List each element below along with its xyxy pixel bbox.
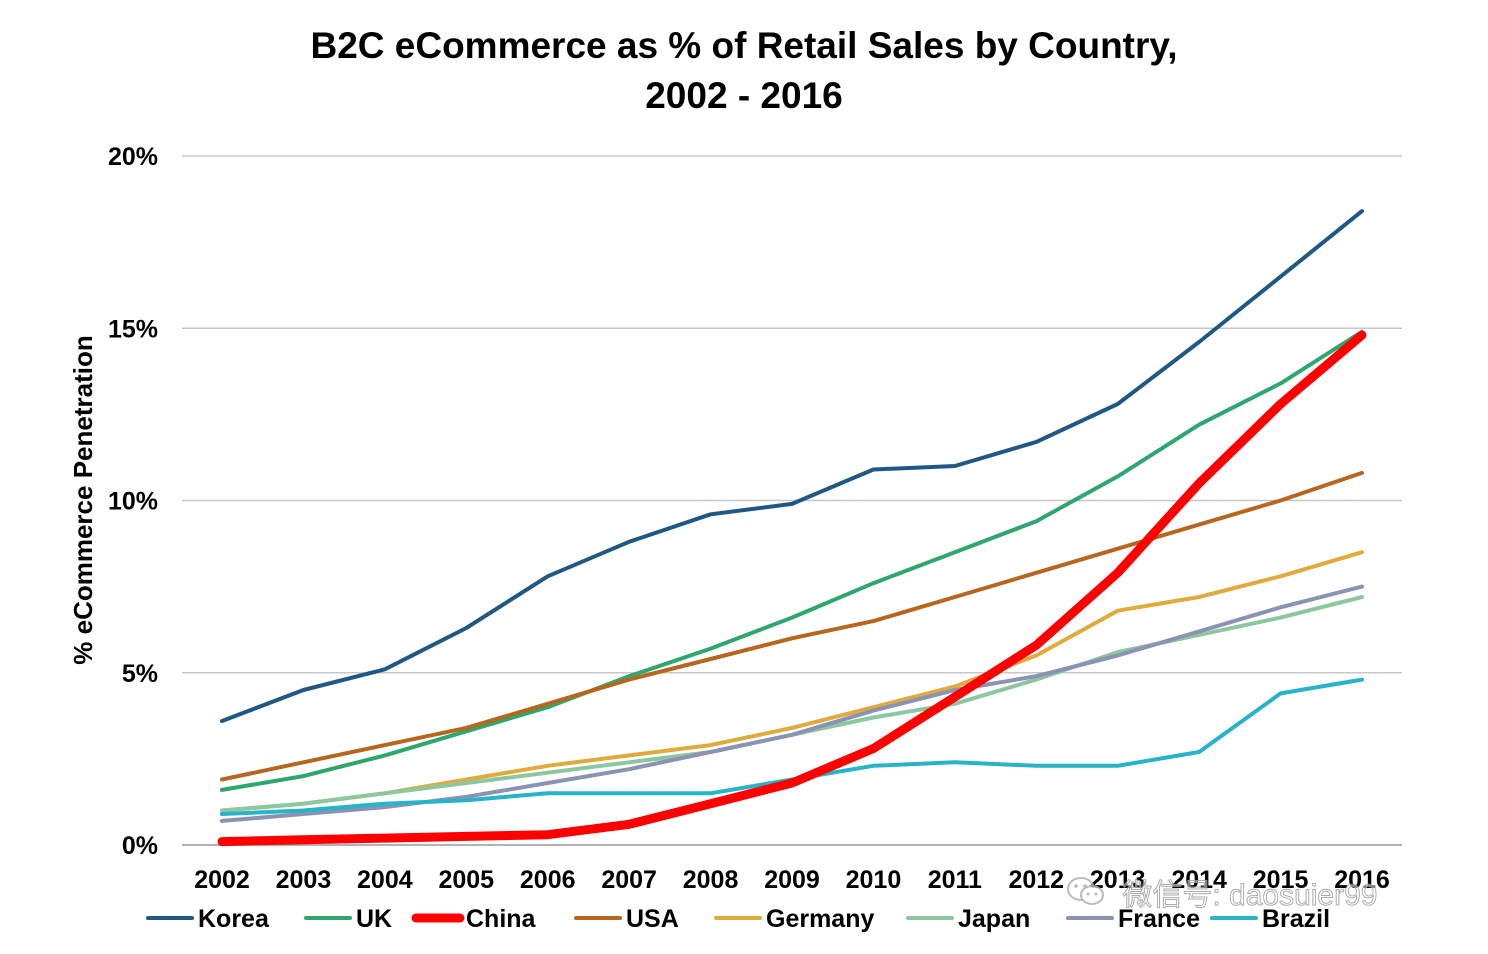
series-line-china [217, 330, 1367, 847]
x-tick-label: 2015 [1253, 866, 1309, 894]
watermark: 微信号: daosuier99 [1066, 870, 1466, 914]
series-line-uk [220, 329, 1364, 792]
x-tick-label: 2011 [928, 866, 982, 894]
legend-label-china: China [466, 905, 537, 933]
grid-layer [182, 155, 1402, 846]
series-line-germany [220, 550, 1364, 813]
y-tick-label: 0% [122, 832, 158, 860]
series-line-korea [220, 209, 1364, 723]
x-tick-label: 2006 [520, 866, 576, 894]
x-tick-label: 2008 [683, 866, 739, 894]
x-tick-label: 2010 [846, 866, 902, 894]
axis-layer: 0% 5% 10% 15% 20% 2002 2003 2004 2005 2006 2007 200… [108, 143, 1390, 894]
legend-label-korea: Korea [198, 905, 270, 933]
x-tick-label: 2003 [276, 866, 332, 894]
y-tick-label: 15% [108, 315, 158, 343]
chart-title-line-1: B2C eCommerce as % of Retail Sales by Co… [310, 25, 1178, 66]
wechat-icon [1066, 875, 1106, 909]
x-tick-label: 2012 [1008, 866, 1064, 894]
legend-label-germany: Germany [766, 905, 874, 933]
series-layer [217, 209, 1367, 847]
legend-label-usa: USA [626, 905, 679, 933]
legend-label-japan: Japan [958, 905, 1030, 933]
y-tick-label: 5% [122, 660, 158, 688]
legend-label-france: France [1118, 905, 1200, 933]
watermark-text: 微信号: daosuier99 [1122, 879, 1378, 913]
x-tick-label: 2014 [1171, 866, 1227, 894]
x-tick-label: 2016 [1334, 866, 1390, 894]
x-tick-label: 2005 [438, 866, 494, 894]
y-axis-label: % eCommerce Penetration [68, 335, 98, 664]
y-tick-label: 10% [108, 488, 158, 516]
x-tick-label: 2002 [194, 866, 250, 894]
chart-title-line-2: 2002 - 2016 [645, 75, 843, 116]
x-tick-label: 2007 [601, 866, 657, 894]
series-line-usa [220, 470, 1364, 782]
y-tick-label: 20% [108, 143, 158, 171]
legend-label-brazil: Brazil [1262, 905, 1330, 933]
x-tick-label: 2009 [764, 866, 820, 894]
x-tick-label: 2004 [357, 866, 413, 894]
legend-label-uk: UK [356, 905, 392, 933]
legend: Korea UK China USA Germany Japan France Brazil [146, 905, 1330, 933]
